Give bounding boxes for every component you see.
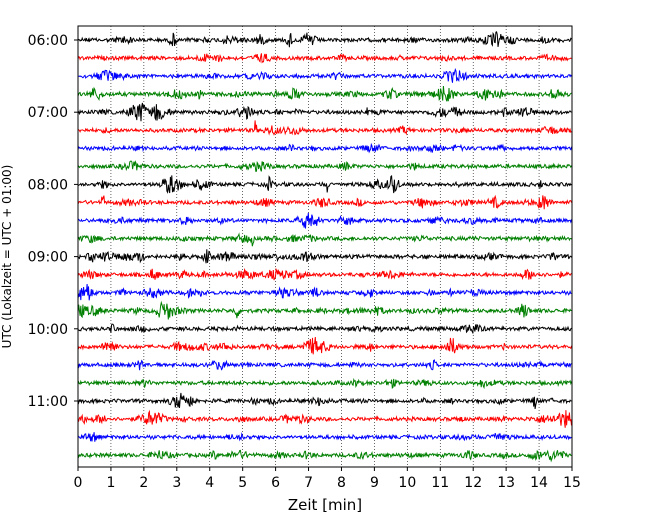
x-tick-label: 3	[172, 475, 181, 491]
x-tick-label: 5	[238, 475, 247, 491]
trace-1015	[77, 336, 572, 355]
y-axis-ticks: 06:00 07:00 08:00 09:00 10:00 11:00	[28, 33, 78, 410]
trace-1115	[77, 409, 572, 428]
trace-1100	[77, 392, 572, 410]
x-tick-label: 15	[563, 475, 581, 491]
x-tick-label: 9	[370, 475, 379, 491]
trace-0715	[77, 120, 572, 136]
y-tick-label: 09:00	[28, 250, 68, 266]
trace-0830	[77, 212, 572, 229]
y-tick-label: 07:00	[28, 105, 68, 121]
x-tick-label: 10	[398, 475, 416, 491]
x-axis-label: Zeit [min]	[288, 496, 362, 514]
trace-0600	[77, 31, 572, 48]
y-tick-label: 11:00	[28, 394, 68, 410]
x-tick-label: 2	[139, 475, 148, 491]
trace-0930	[77, 283, 572, 301]
y-tick-label: 10:00	[28, 322, 68, 338]
x-tick-label: 4	[205, 475, 214, 491]
trace-1130	[77, 431, 572, 442]
trace-0815	[77, 194, 572, 210]
x-tick-label: 7	[304, 475, 313, 491]
seismic-traces	[77, 31, 572, 463]
x-tick-label: 0	[74, 475, 83, 491]
x-axis-ticks: 0 1 2 3 4 5 6 7 8 9 10 11 12 13 14 15	[74, 467, 581, 491]
plot-frame	[77, 25, 573, 468]
trace-0730	[77, 142, 572, 154]
trace-1145	[77, 449, 572, 463]
trace-0630	[77, 68, 572, 83]
x-tick-label: 11	[431, 475, 449, 491]
trace-0945	[77, 300, 572, 320]
x-tick-label: 1	[106, 475, 115, 491]
trace-0845	[77, 232, 572, 247]
trace-1030	[77, 359, 572, 371]
trace-1045	[77, 377, 572, 390]
trace-0700	[77, 102, 572, 122]
trace-0900	[77, 249, 572, 264]
trace-0615	[77, 53, 572, 64]
trace-0915	[77, 267, 572, 281]
y-tick-label: 08:00	[28, 177, 68, 193]
x-tick-label: 13	[497, 475, 515, 491]
trace-0745	[77, 160, 572, 172]
trace-0800	[77, 174, 572, 194]
x-tick-label: 12	[464, 475, 482, 491]
x-tick-label: 6	[271, 475, 280, 491]
y-axis-label: UTC (Lokalzeit = UTC + 01:00)	[0, 165, 14, 349]
y-tick-label: 06:00	[28, 33, 68, 49]
trace-0645	[77, 85, 572, 102]
trace-1000	[77, 323, 572, 335]
x-tick-label: 14	[530, 475, 548, 491]
x-tick-label: 8	[337, 475, 346, 491]
